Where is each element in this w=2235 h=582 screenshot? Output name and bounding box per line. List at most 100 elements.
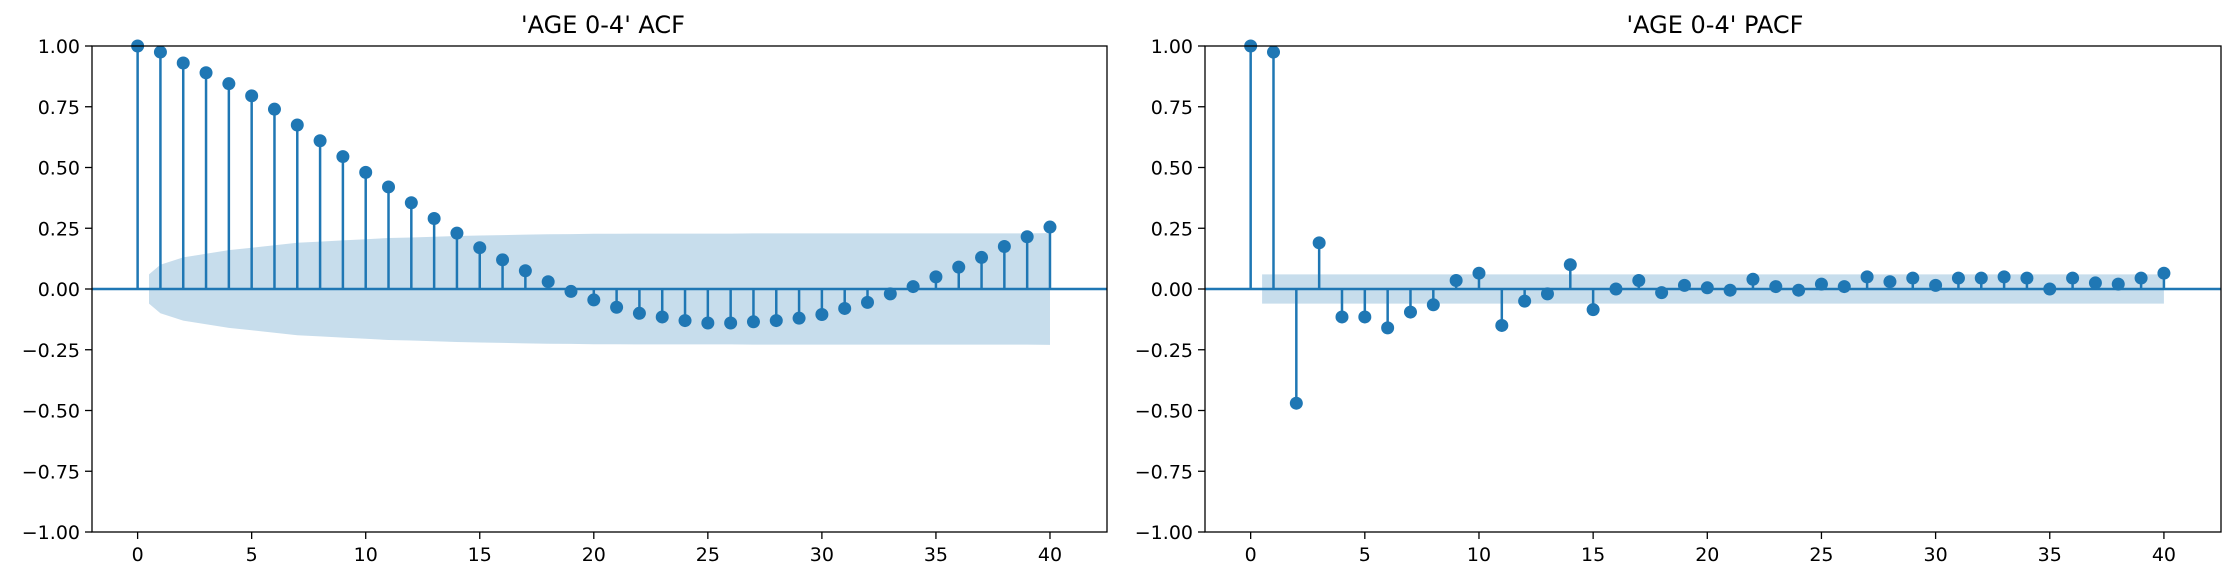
acf-marker-lag-15 bbox=[473, 241, 487, 255]
acf-marker-lag-9 bbox=[336, 150, 350, 164]
acf-marker-lag-35 bbox=[929, 270, 943, 284]
pacf-xtick-label-15: 15 bbox=[1581, 544, 1605, 566]
pacf-xtick-label-30: 30 bbox=[1924, 544, 1948, 566]
acf-marker-lag-29 bbox=[792, 311, 806, 325]
pacf-marker-lag-19 bbox=[1677, 278, 1691, 292]
acf-marker-lag-23 bbox=[655, 310, 669, 324]
acf-marker-lag-5 bbox=[245, 89, 259, 103]
pacf-ytick-label-8: 1.00 bbox=[1151, 36, 1193, 58]
acf-marker-lag-12 bbox=[404, 196, 418, 210]
pacf-marker-lag-11 bbox=[1495, 318, 1509, 332]
acf-marker-lag-16 bbox=[496, 253, 510, 267]
acf-marker-lag-19 bbox=[564, 284, 578, 298]
pacf-marker-lag-34 bbox=[2020, 271, 2034, 285]
acf-marker-lag-34 bbox=[906, 280, 920, 294]
acf-marker-lag-38 bbox=[997, 239, 1011, 253]
pacf-marker-lag-21 bbox=[1723, 283, 1737, 297]
pacf-marker-lag-35 bbox=[2043, 282, 2057, 296]
acf-marker-lag-32 bbox=[861, 295, 875, 309]
acf-ytick-label-0: −1.00 bbox=[22, 522, 80, 544]
pacf-panel: 'AGE 0-4' PACF 0 5 10 15 20 25 30 35 40 −1.00 −0.7… bbox=[1135, 11, 2222, 566]
acf-ytick-label-6: 0.50 bbox=[38, 158, 80, 180]
pacf-marker-lag-6 bbox=[1381, 321, 1395, 335]
acf-xtick-label-35: 35 bbox=[924, 544, 948, 566]
acf-marker-lag-27 bbox=[746, 315, 760, 329]
pacf-xtick-label-25: 25 bbox=[1809, 544, 1833, 566]
pacf-ytick-label-3: −0.25 bbox=[1135, 340, 1193, 362]
pacf-marker-lag-22 bbox=[1746, 272, 1760, 286]
pacf-xtick-label-5: 5 bbox=[1359, 544, 1371, 566]
pacf-marker-lag-36 bbox=[2066, 271, 2080, 285]
acf-marker-lag-1 bbox=[153, 45, 167, 59]
pacf-xtick-label-10: 10 bbox=[1467, 544, 1491, 566]
pacf-xtick-label-40: 40 bbox=[2152, 544, 2176, 566]
acf-xtick-label-40: 40 bbox=[1038, 544, 1062, 566]
acf-xtick-label-10: 10 bbox=[354, 544, 378, 566]
acf-marker-lag-40 bbox=[1043, 220, 1057, 234]
pacf-marker-lag-1 bbox=[1266, 45, 1280, 59]
pacf-ytick-label-7: 0.75 bbox=[1151, 97, 1193, 119]
pacf-ytick-label-2: −0.50 bbox=[1135, 401, 1193, 423]
acf-ytick-label-2: −0.50 bbox=[22, 401, 80, 423]
pacf-marker-lag-2 bbox=[1289, 396, 1303, 410]
acf-ytick-label-4: 0.00 bbox=[38, 279, 80, 301]
pacf-marker-lag-15 bbox=[1586, 303, 1600, 317]
pacf-marker-lag-40 bbox=[2157, 266, 2171, 280]
acf-marker-lag-39 bbox=[1020, 230, 1034, 244]
acf-ytick-label-7: 0.75 bbox=[38, 97, 80, 119]
pacf-marker-lag-24 bbox=[1792, 283, 1806, 297]
acf-marker-lag-25 bbox=[701, 316, 715, 330]
pacf-xtick-label-20: 20 bbox=[1695, 544, 1719, 566]
pacf-marker-lag-12 bbox=[1518, 294, 1532, 308]
pacf-xtick-label-35: 35 bbox=[2038, 544, 2062, 566]
acf-marker-lag-20 bbox=[587, 293, 601, 307]
acf-xtick-label-0: 0 bbox=[132, 544, 144, 566]
pacf-marker-lag-25 bbox=[1814, 277, 1828, 291]
acf-marker-lag-30 bbox=[815, 308, 829, 322]
acf-marker-lag-2 bbox=[176, 56, 190, 70]
pacf-marker-lag-39 bbox=[2134, 271, 2148, 285]
acf-marker-lag-37 bbox=[975, 250, 989, 264]
acf-xtick-label-5: 5 bbox=[246, 544, 258, 566]
acf-xtick-label-30: 30 bbox=[810, 544, 834, 566]
pacf-title: 'AGE 0-4' PACF bbox=[1627, 11, 1804, 39]
acf-xtick-label-25: 25 bbox=[696, 544, 720, 566]
acf-ytick-label-1: −0.75 bbox=[22, 461, 80, 483]
pacf-marker-lag-14 bbox=[1563, 258, 1577, 272]
pacf-ytick-label-0: −1.00 bbox=[1135, 522, 1193, 544]
pacf-marker-lag-32 bbox=[1974, 271, 1988, 285]
acf-marker-lag-13 bbox=[427, 212, 441, 226]
acf-marker-lag-11 bbox=[382, 180, 396, 194]
acf-marker-lag-10 bbox=[359, 165, 373, 179]
acf-marker-lag-21 bbox=[610, 300, 624, 314]
pacf-ytick-label-4: 0.00 bbox=[1151, 279, 1193, 301]
acf-marker-lag-33 bbox=[883, 287, 897, 301]
acf-marker-lag-17 bbox=[518, 264, 532, 278]
pacf-marker-lag-3 bbox=[1312, 236, 1326, 250]
pacf-marker-lag-30 bbox=[1929, 278, 1943, 292]
acf-marker-lag-4 bbox=[222, 77, 236, 91]
acf-marker-lag-7 bbox=[290, 118, 304, 132]
pacf-marker-lag-27 bbox=[1860, 270, 1874, 284]
acf-marker-lag-36 bbox=[952, 260, 966, 274]
acf-marker-lag-8 bbox=[313, 134, 327, 148]
acf-marker-lag-18 bbox=[541, 275, 555, 289]
acf-ytick-label-5: 0.25 bbox=[38, 218, 80, 240]
pacf-marker-lag-7 bbox=[1403, 305, 1417, 319]
pacf-marker-lag-20 bbox=[1700, 281, 1714, 295]
acf-panel: 'AGE 0-4' ACF 0 5 10 15 20 25 30 35 40 −1.00 −0.75… bbox=[22, 11, 1108, 566]
acf-marker-lag-26 bbox=[724, 316, 738, 330]
pacf-marker-lag-26 bbox=[1837, 280, 1851, 294]
pacf-marker-lag-28 bbox=[1883, 275, 1897, 289]
pacf-marker-lag-16 bbox=[1609, 282, 1623, 296]
pacf-marker-lag-8 bbox=[1426, 298, 1440, 312]
acf-marker-lag-6 bbox=[267, 102, 281, 116]
acf-title: 'AGE 0-4' ACF bbox=[521, 11, 685, 39]
pacf-marker-lag-10 bbox=[1472, 266, 1486, 280]
pacf-marker-lag-23 bbox=[1769, 280, 1783, 294]
acf-ytick-label-8: 1.00 bbox=[38, 36, 80, 58]
pacf-marker-lag-17 bbox=[1632, 273, 1646, 287]
pacf-marker-lag-13 bbox=[1540, 287, 1554, 301]
pacf-marker-lag-9 bbox=[1449, 273, 1463, 287]
